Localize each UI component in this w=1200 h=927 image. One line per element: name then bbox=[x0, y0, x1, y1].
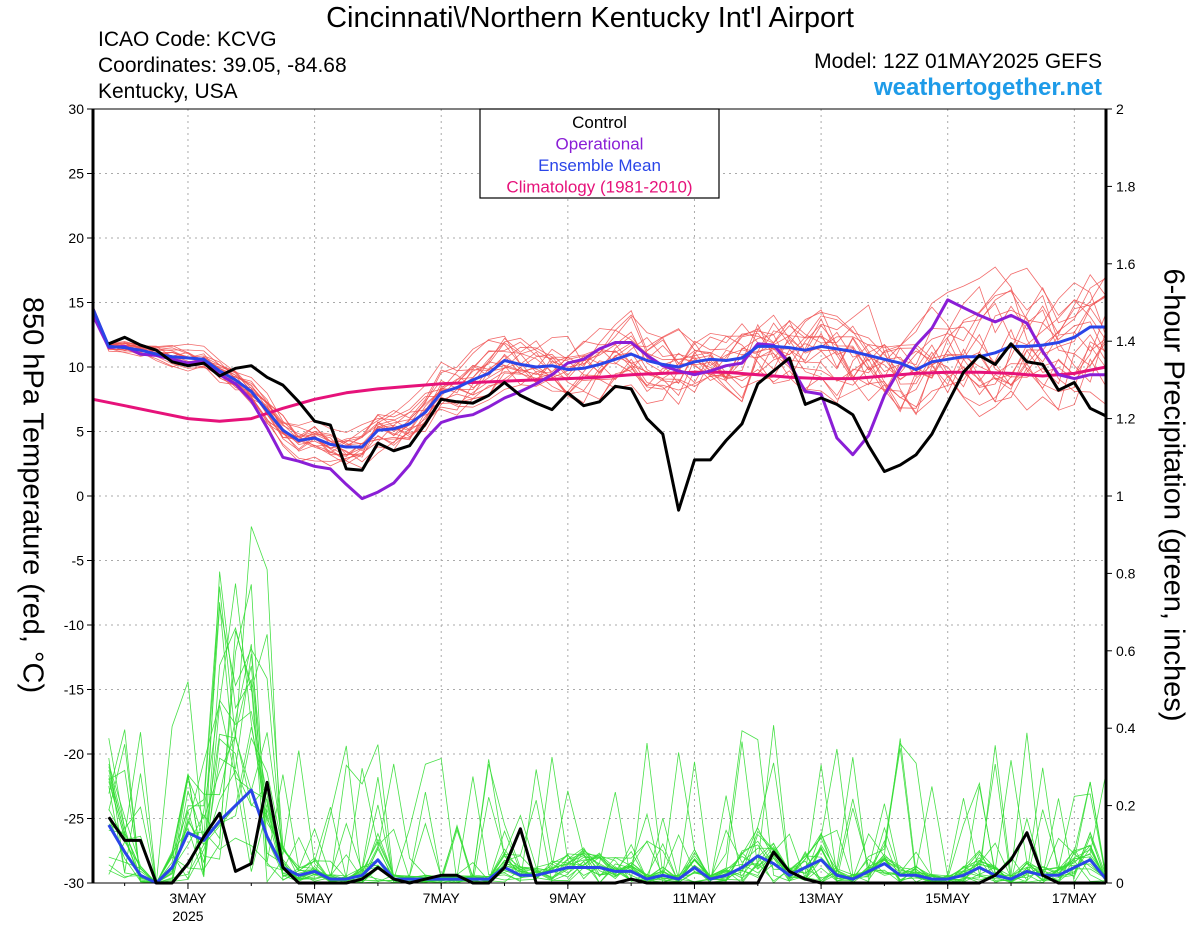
y-tick-label: 5 bbox=[76, 424, 84, 440]
y2-tick-label: 0.6 bbox=[1116, 643, 1136, 659]
y-tick-label: 0 bbox=[76, 488, 84, 504]
temp-operational-line bbox=[91, 298, 1106, 501]
y-tick-label: -10 bbox=[64, 617, 84, 633]
y2-tick-label: 0 bbox=[1116, 875, 1124, 891]
precip-member-line bbox=[108, 644, 1107, 884]
x-tick-label: 13MAY bbox=[799, 890, 845, 906]
legend-item: Ensemble Mean bbox=[538, 156, 661, 175]
x-tick-label: 3MAY bbox=[169, 890, 207, 906]
icao-code: ICAO Code: KCVG bbox=[98, 28, 277, 51]
y2-tick-label: 0.8 bbox=[1116, 565, 1136, 581]
temp-ensemble-mean-line bbox=[91, 308, 1106, 449]
y-tick-label: -25 bbox=[64, 811, 84, 827]
temp-member-line bbox=[92, 282, 1107, 448]
x-tick-label: 15MAY bbox=[925, 890, 971, 906]
y2-tick-label: 1 bbox=[1116, 488, 1124, 504]
x-tick-sublabel: 2025 bbox=[172, 908, 203, 924]
y-tick-label: 30 bbox=[68, 101, 84, 117]
y2-tick-label: 1.2 bbox=[1116, 411, 1136, 427]
legend: Control Operational Ensemble Mean Climatolo… bbox=[479, 108, 720, 199]
y2-tick-label: 2 bbox=[1116, 101, 1124, 117]
grid-lines bbox=[93, 109, 1106, 883]
y-tick-label: -20 bbox=[64, 746, 84, 762]
temp-member-line bbox=[92, 267, 1107, 446]
legend-item: Control bbox=[572, 113, 627, 132]
model-run: Model: 12Z 01MAY2025 GEFS bbox=[814, 50, 1102, 73]
location: Kentucky, USA bbox=[98, 80, 238, 103]
y2-tick-label: 0.2 bbox=[1116, 798, 1136, 814]
x-tick-label: 5MAY bbox=[296, 890, 334, 906]
y2-tick-label: 0.4 bbox=[1116, 720, 1136, 736]
y-tick-label: 25 bbox=[68, 166, 84, 182]
precip-member-line bbox=[108, 584, 1107, 884]
precip-member-line bbox=[108, 583, 1107, 884]
legend-item: Climatology (1981-2010) bbox=[506, 178, 692, 197]
y-tick-label: 10 bbox=[68, 359, 84, 375]
precip-ensemble-mean-line bbox=[107, 788, 1108, 885]
temp-climatology-1981-2010-line bbox=[92, 365, 1107, 423]
x-tick-label: 7MAY bbox=[423, 890, 461, 906]
y2-tick-label: 1.6 bbox=[1116, 256, 1136, 272]
chart-title: Cincinnati\/Northern Kentucky Int'l Airp… bbox=[326, 2, 854, 34]
coordinates: Coordinates: 39.05, -84.68 bbox=[98, 54, 347, 77]
temp-control-line bbox=[108, 335, 1107, 512]
series-lines bbox=[91, 298, 1108, 885]
y2-tick-label: 1.4 bbox=[1116, 333, 1136, 349]
x-tick-label: 9MAY bbox=[549, 890, 587, 906]
x-tick-label: 17MAY bbox=[1052, 890, 1098, 906]
y-tick-label: 20 bbox=[68, 230, 84, 246]
y-tick-label: -15 bbox=[64, 682, 84, 698]
x-tick-label: 11MAY bbox=[673, 890, 717, 906]
y2-tick-label: 1.8 bbox=[1116, 178, 1136, 194]
y-tick-label: 15 bbox=[68, 295, 84, 311]
axes: 302520151050-5-10-15-20-25-3021.81.61.41… bbox=[64, 101, 1136, 924]
legend-box bbox=[479, 108, 720, 199]
precip-member-line bbox=[108, 734, 1107, 884]
site-link[interactable]: weathertogether.net bbox=[873, 74, 1102, 101]
legend-item: Operational bbox=[556, 135, 644, 154]
y-tick-label: -5 bbox=[72, 553, 85, 569]
y-tick-label: -30 bbox=[64, 875, 84, 891]
precip-member-line bbox=[108, 586, 1107, 885]
precip-member-line bbox=[108, 626, 1107, 884]
